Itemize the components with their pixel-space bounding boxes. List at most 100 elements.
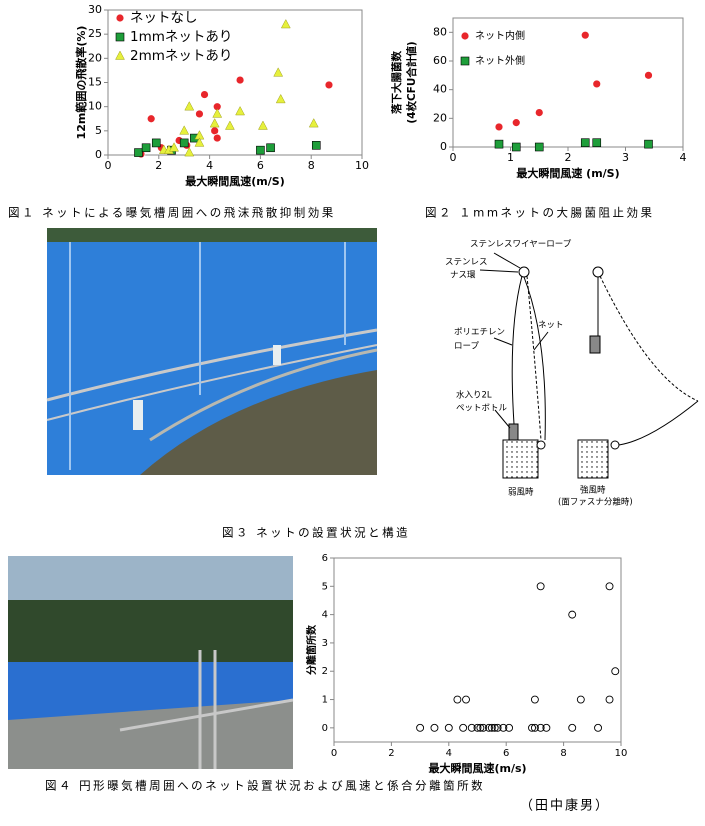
marker [592,138,602,147]
y-axis-label: 分離箇所数 [305,624,318,675]
diagram-label: ロープ [454,342,479,352]
marker [530,695,539,704]
y-axis-label: 落下大腸菌数 [390,51,403,114]
marker [195,109,204,119]
x-tick-label: 0 [450,151,457,164]
marker [493,723,502,732]
marker [225,120,235,130]
marker [453,695,462,704]
y-tick-label: 0 [440,140,447,153]
marker [494,122,504,132]
diagram-label: ネット [538,321,564,331]
marker [536,723,545,732]
x-axis-label: 最大瞬間風速(m/S) [185,174,284,188]
marker [256,145,265,155]
marker [184,101,195,111]
marker [485,723,493,732]
x-tick-label: 10 [615,748,628,759]
y-tick-label: 6 [322,553,328,564]
marker [184,147,195,157]
legend-label: ネットなし [130,10,198,26]
marker [462,695,470,704]
marker [169,142,179,152]
marker [499,723,508,732]
y-tick-label: 2 [322,666,328,677]
marker [273,67,284,77]
marker [115,13,125,23]
x-axis-label: 最大瞬間風速 (m/S) [516,166,619,180]
diagram-label: 水入り2L [456,390,492,401]
marker [151,138,161,148]
marker [280,18,291,29]
marker [179,138,189,148]
author: （田中康男） [520,798,610,814]
marker [141,143,151,153]
y-axis-label: (4枚CFU合計値) [405,41,418,123]
legend-label: ネット外側 [475,54,525,67]
x-tick-label: 8 [560,748,566,759]
legend-label: ネット内側 [475,29,525,42]
marker [444,723,453,732]
diagram-label: 強風時 [580,485,606,496]
marker [200,90,209,99]
net-structure-diagram [479,252,699,479]
diagram-label: (面ファスナ分離時) [558,497,633,508]
marker [194,137,205,147]
x-tick-label: 8 [308,159,315,172]
marker [568,610,577,619]
x-tick-label: 1 [507,151,514,164]
marker [210,126,220,136]
y-axis-label: 12m範囲の飛散率(%) [74,26,88,140]
x-tick-label: 3 [622,151,629,164]
marker [511,142,521,152]
y-tick-label: 0 [322,723,328,734]
marker [576,695,585,704]
x-axis-label: 最大瞬間風速(m/s) [428,761,526,775]
marker [580,138,590,147]
x-tick-label: 6 [257,159,264,172]
marker [505,723,514,732]
marker [146,114,156,124]
marker [416,723,425,732]
marker [511,118,521,128]
marker [542,723,551,732]
x-tick-label: 0 [105,159,112,172]
legend-label: 1mmネットあり [130,29,232,45]
marker [115,50,125,60]
marker [530,723,539,732]
marker [568,723,577,732]
plot-frame [333,557,622,743]
marker [179,125,190,135]
y-tick-label: 60 [433,54,447,67]
caption: 図３ ネットの設置状況と構造 [222,526,410,540]
y-tick-label: 80 [433,25,447,38]
marker [308,118,319,128]
marker [611,667,620,676]
diagram-labels: ステンレスワイヤーロープ ステンレス ナス環 ネット ポリエチレン ロープ 水入… [445,240,633,508]
marker [235,105,245,116]
caption: 図１ ネットによる曝気槽周囲への飛沫飛散抑制効果 [8,206,336,220]
diagram-label: ポリエチレン [454,328,505,338]
marker [592,79,602,89]
x-tick-label: 4 [680,151,687,164]
x-tick-label: 4 [206,159,213,172]
marker [490,723,499,732]
marker [209,118,220,128]
marker [479,723,488,732]
marker [460,31,470,41]
diagram-label: ペットボトル [456,404,508,414]
caption: 図４ 円形曝気槽周囲へのネット設置状況および風速と係合分離箇所数 [45,779,485,793]
x-tick-label: 2 [155,159,162,172]
diagram-label: 弱風時 [508,488,534,498]
marker [534,142,544,152]
y-tick-label: 25 [88,27,102,40]
marker [494,139,504,149]
photo-circular-tank [8,556,294,769]
marker [605,582,614,591]
x-tick-label: 0 [331,748,337,759]
x-tick-label: 6 [503,748,509,759]
y-tick-label: 30 [88,3,102,16]
marker [235,75,245,85]
marker [467,723,476,732]
marker [605,695,614,704]
